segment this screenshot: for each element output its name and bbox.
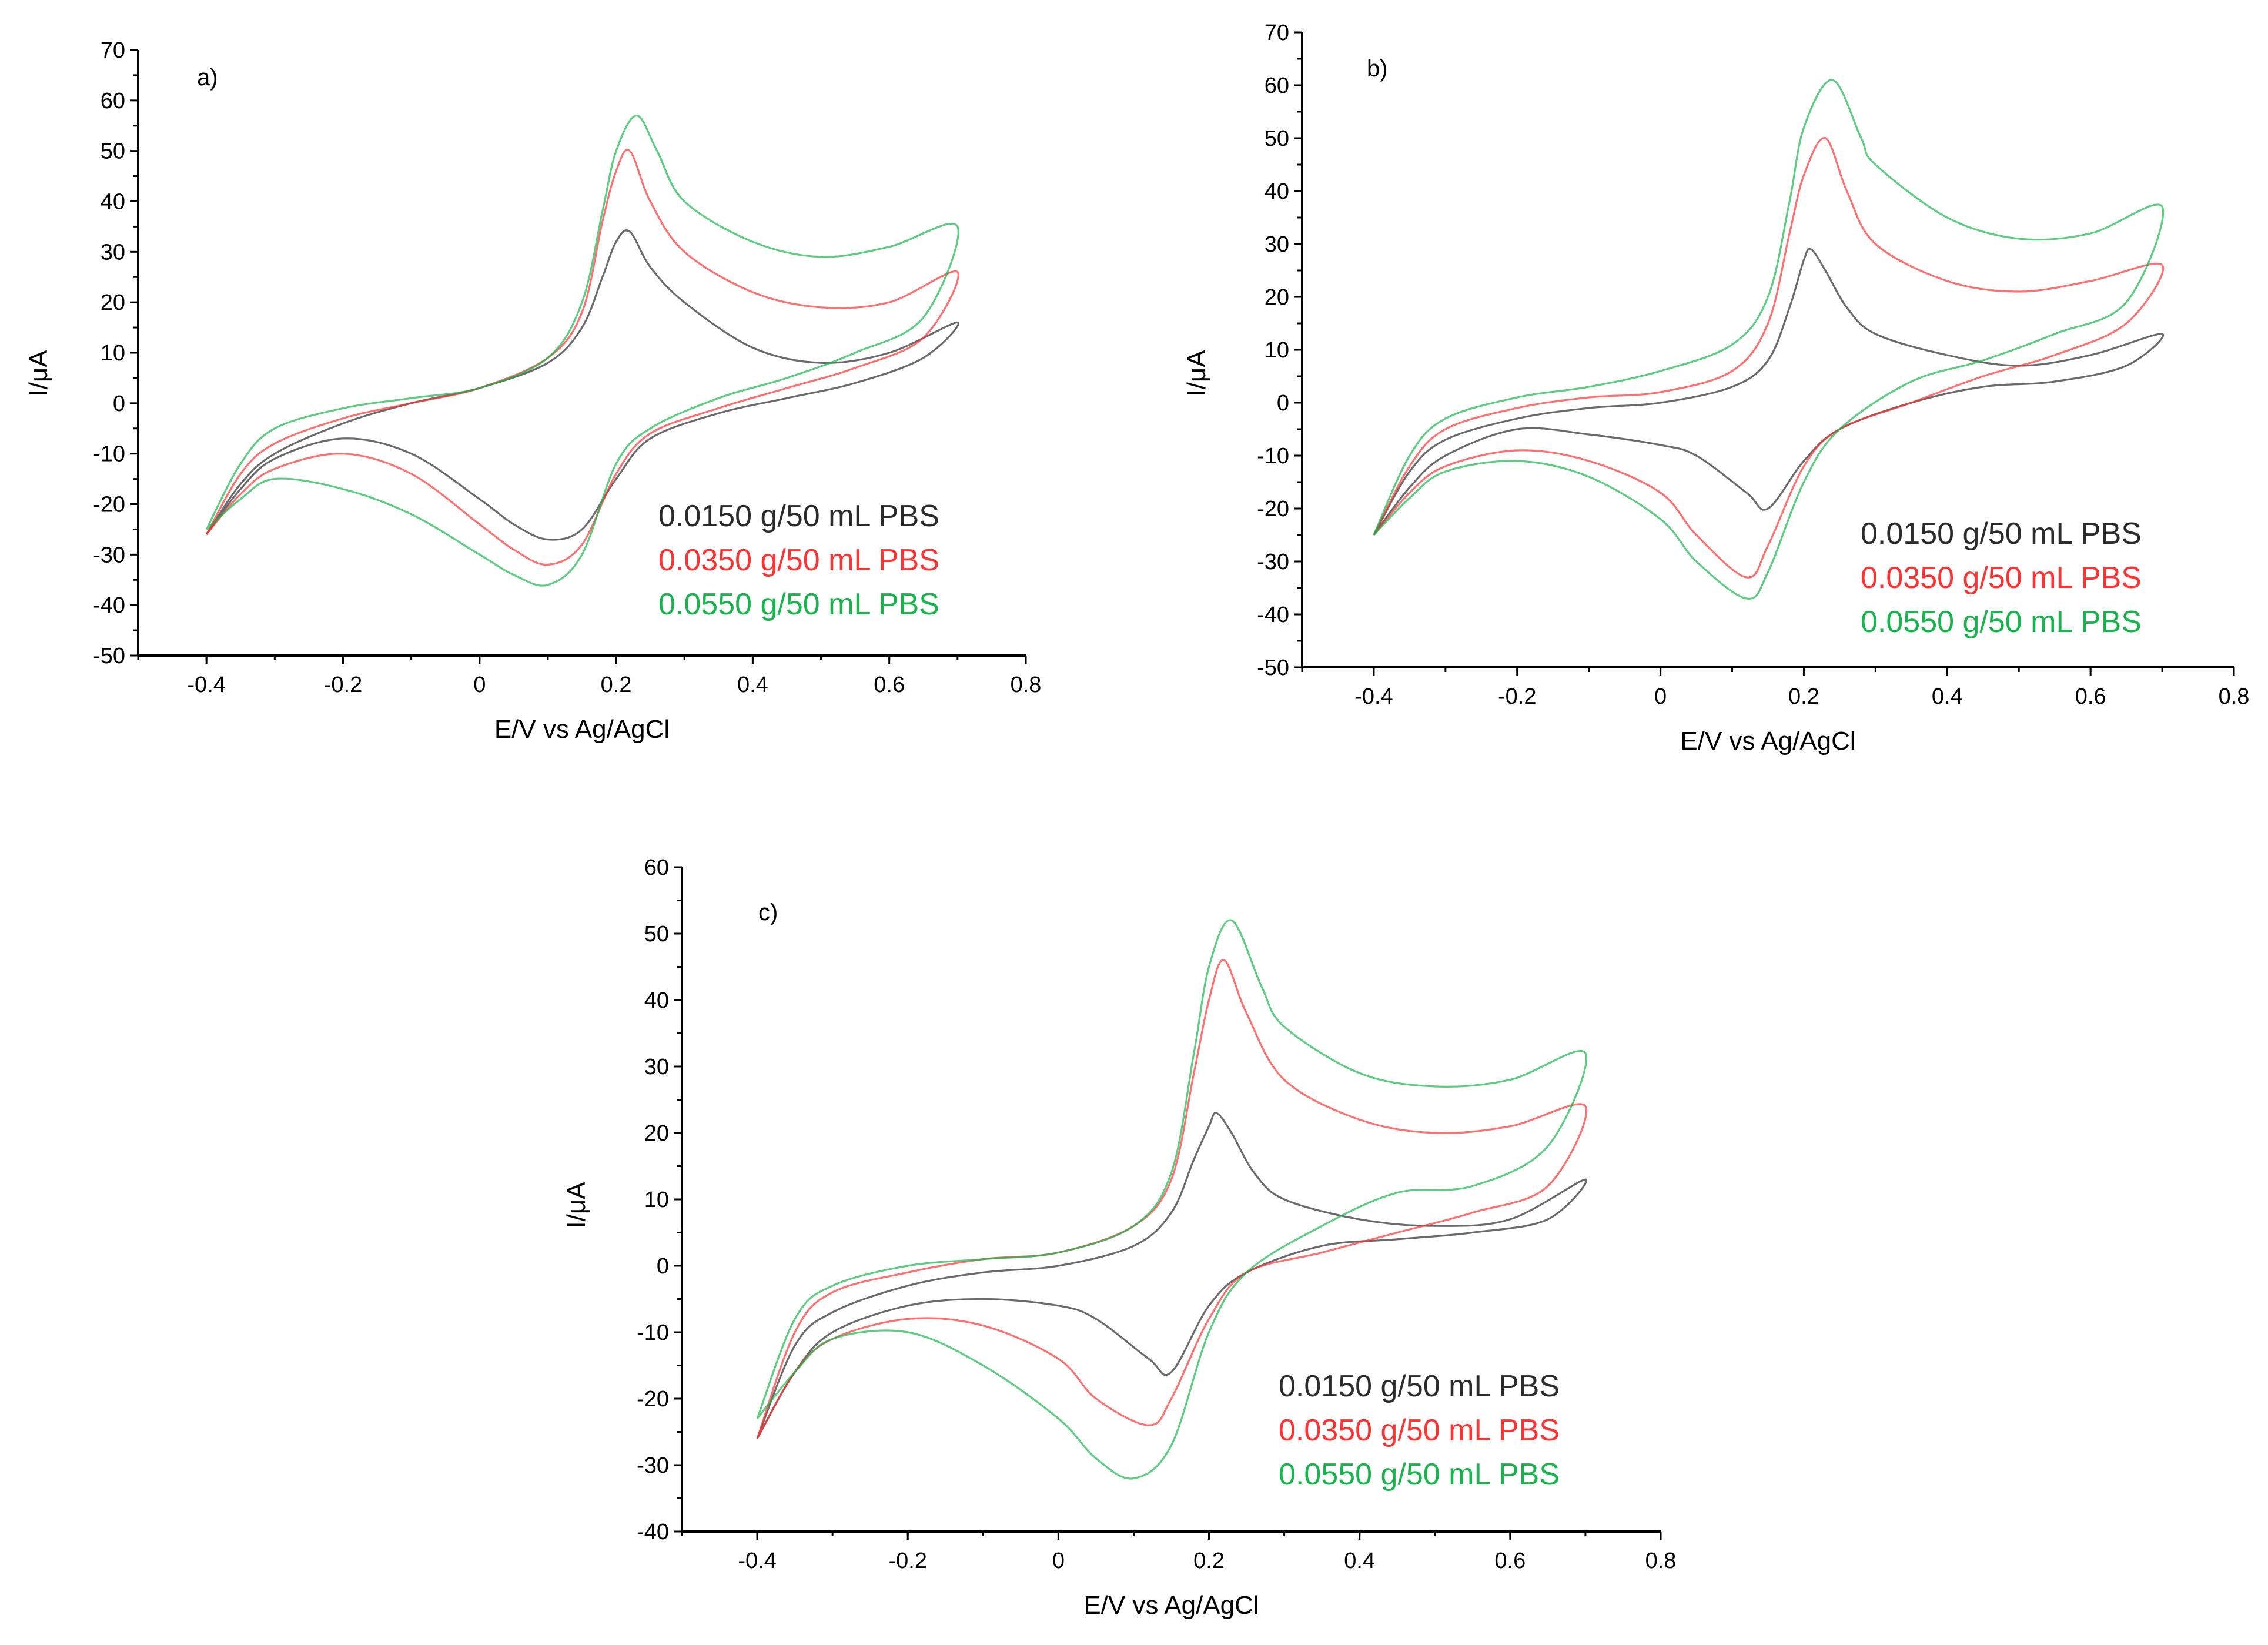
y-tick-label: 20 xyxy=(644,1121,669,1146)
y-tick-label: 20 xyxy=(101,290,125,315)
y-tick-label: -50 xyxy=(1257,656,1289,680)
y-tick-label: -40 xyxy=(1257,603,1289,627)
x-tick-label: 0 xyxy=(1654,684,1667,709)
series-line-3 xyxy=(1373,79,2165,600)
series-line-3 xyxy=(756,919,1588,1480)
y-tick-label: 40 xyxy=(101,190,125,215)
y-tick-label: -30 xyxy=(1257,550,1289,574)
y-tick-label: 50 xyxy=(1265,126,1289,151)
x-tick-label: 0.4 xyxy=(737,673,768,697)
x-tick-label: 0.2 xyxy=(1193,1549,1225,1573)
series-line-3 xyxy=(205,114,959,587)
x-tick-label: 0 xyxy=(1052,1549,1065,1573)
y-tick-label: 0 xyxy=(1277,391,1289,416)
y-axis-title: I/μA xyxy=(562,1182,591,1229)
y-tick-label: 60 xyxy=(644,855,669,880)
y-tick-label: -20 xyxy=(1257,497,1289,521)
legend-entry: 0.0350 g/50 mL PBS xyxy=(1279,1413,1560,1447)
y-tick-label: 70 xyxy=(1265,21,1289,45)
x-tick-label: 0.8 xyxy=(2219,684,2250,709)
series-line-2 xyxy=(756,959,1588,1439)
x-tick-label: 0.6 xyxy=(874,673,905,697)
y-tick-label: 10 xyxy=(644,1188,669,1212)
y-axis-title: I/μA xyxy=(24,350,53,397)
x-tick-label: -0.2 xyxy=(1498,684,1536,709)
y-tick-label: 0 xyxy=(657,1254,669,1279)
x-tick-label: 0.8 xyxy=(1011,673,1042,697)
legend-entry: 0.0150 g/50 mL PBS xyxy=(658,499,939,533)
y-tick-label: 60 xyxy=(1265,73,1289,98)
x-tick-label: 0.2 xyxy=(601,673,632,697)
y-tick-label: 10 xyxy=(1265,338,1289,363)
y-tick-label: 50 xyxy=(644,922,669,947)
y-tick-label: 30 xyxy=(1265,232,1289,257)
y-tick-label: 10 xyxy=(101,341,125,366)
x-tick-label: -0.4 xyxy=(1354,684,1393,709)
y-tick-label: 40 xyxy=(644,988,669,1013)
y-tick-label: 60 xyxy=(101,89,125,113)
x-tick-label: 0 xyxy=(473,673,486,697)
x-tick-label: -0.2 xyxy=(888,1549,926,1573)
x-tick-label: -0.4 xyxy=(187,673,225,697)
legend-entry: 0.0550 g/50 mL PBS xyxy=(658,587,939,621)
y-tick-label: -10 xyxy=(93,442,125,467)
y-tick-label: -50 xyxy=(93,644,125,668)
x-tick-label: 0.6 xyxy=(1494,1549,1526,1573)
legend-entry: 0.0150 g/50 mL PBS xyxy=(1279,1369,1560,1403)
panel-c: -40 -30 -20 -10 0 10 20 30 40 50 60 -0.4 -0.2 0 0.2 0.4… xyxy=(562,855,1676,1620)
x-tick-label: 0.6 xyxy=(2075,684,2106,709)
series-line-1 xyxy=(205,229,959,541)
x-tick-label: 0.4 xyxy=(1932,684,1963,709)
y-tick-label: 20 xyxy=(1265,285,1289,310)
x-tick-label: 0.4 xyxy=(1344,1549,1375,1573)
y-tick-label: -40 xyxy=(637,1520,669,1544)
legend-entry: 0.0550 g/50 mL PBS xyxy=(1279,1457,1560,1492)
x-tick-label: -0.2 xyxy=(324,673,362,697)
series-line-1 xyxy=(756,1112,1588,1439)
legend-entry: 0.0150 g/50 mL PBS xyxy=(1861,517,2142,551)
y-axis-title: I/μA xyxy=(1182,350,1211,397)
y-tick-label: -10 xyxy=(637,1320,669,1345)
y-tick-label: -30 xyxy=(637,1453,669,1478)
legend-entry: 0.0350 g/50 mL PBS xyxy=(1861,561,2142,595)
y-tick-label: 30 xyxy=(644,1055,669,1079)
x-axis-title: E/V vs Ag/AgCl xyxy=(494,715,670,744)
x-tick-label: 0.2 xyxy=(1788,684,1819,709)
panel-label: b) xyxy=(1367,56,1388,82)
series-line-2 xyxy=(1373,137,2165,579)
y-tick-label: -40 xyxy=(93,593,125,618)
y-tick-label: -20 xyxy=(93,493,125,517)
x-axis-title: E/V vs Ag/AgCl xyxy=(1083,1591,1259,1620)
y-tick-label: 70 xyxy=(101,38,125,63)
x-tick-label: -0.4 xyxy=(738,1549,776,1573)
y-tick-label: -30 xyxy=(93,543,125,567)
legend-entry: 0.0350 g/50 mL PBS xyxy=(658,543,939,577)
y-tick-label: 0 xyxy=(113,392,125,416)
panel-a: -50 -40 -30 -20 -10 0 10 20 30 40 50 60 70 -0.4 -0.2 0 0… xyxy=(24,38,1041,744)
y-tick-label: -10 xyxy=(1257,444,1289,469)
y-tick-label: 50 xyxy=(101,139,125,164)
panel-b: -50 -40 -30 -20 -10 0 10 20 30 40 50 60 70 -0.4 -0.2 0 0… xyxy=(1182,21,2249,755)
series-line-1 xyxy=(1373,248,2165,536)
y-tick-label: 40 xyxy=(1265,179,1289,204)
y-tick-label: -20 xyxy=(637,1387,669,1412)
x-axis-title: E/V vs Ag/AgCl xyxy=(1680,727,1855,755)
panel-label: a) xyxy=(197,65,218,91)
legend-entry: 0.0550 g/50 mL PBS xyxy=(1861,605,2142,639)
y-tick-label: 30 xyxy=(101,240,125,265)
panel-label: c) xyxy=(758,900,778,925)
x-tick-label: 0.8 xyxy=(1645,1549,1677,1573)
